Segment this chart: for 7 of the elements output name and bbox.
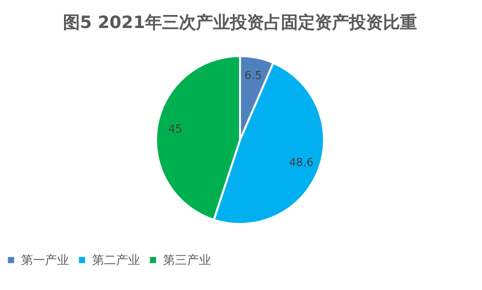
data-label: 48.6 [289,156,314,170]
legend-label: 第一产业 [21,253,69,268]
legend-label: 第三产业 [163,253,211,268]
legend-label: 第二产业 [92,253,140,268]
data-label: 45 [168,122,182,136]
data-label: 6.5 [244,68,262,82]
chart-title: 图5 2021年三次产业投资占固定资产投资比重 [62,13,418,33]
